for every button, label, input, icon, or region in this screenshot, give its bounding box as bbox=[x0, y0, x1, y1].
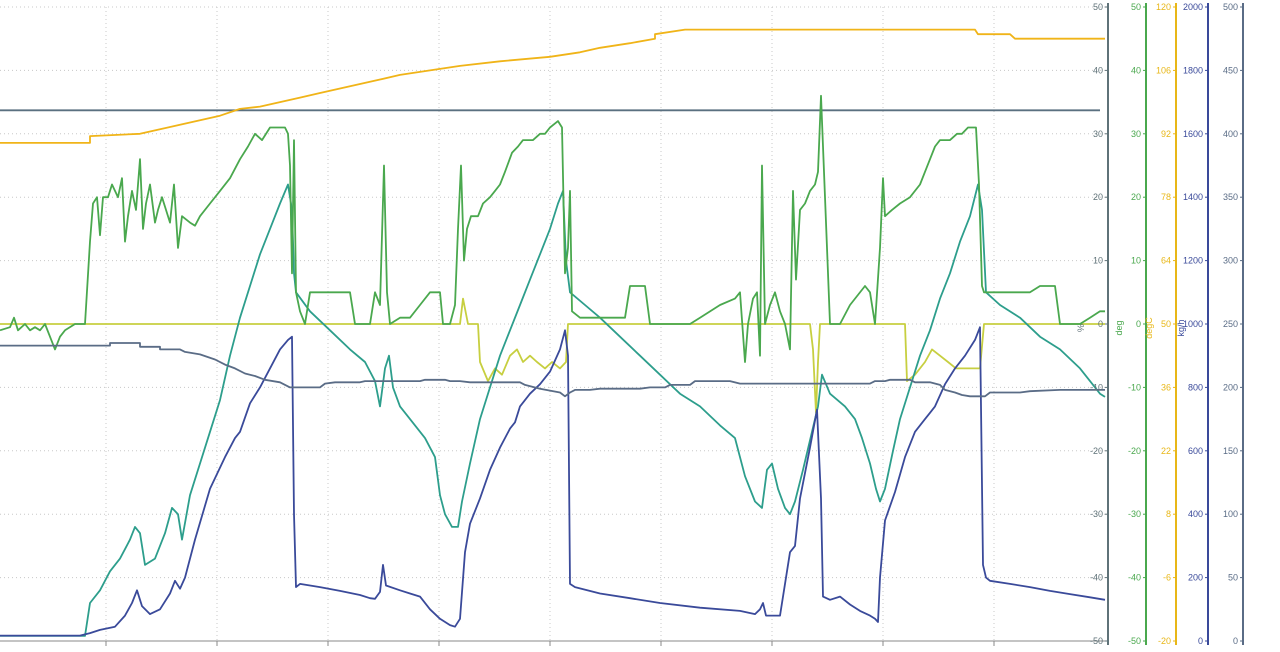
y-tick-label: 10 bbox=[1093, 256, 1103, 266]
y-tick-label: 10 bbox=[1131, 256, 1141, 266]
series-group bbox=[0, 28, 1106, 637]
y-tick-label: 0 bbox=[1233, 636, 1238, 646]
y-tick-label: 40 bbox=[1093, 65, 1103, 75]
y-tick-label: 500 bbox=[1223, 2, 1238, 12]
y-tick-label: -50 bbox=[1128, 636, 1141, 646]
y-tick-label: -30 bbox=[1128, 509, 1141, 519]
y-tick-label: 20 bbox=[1093, 192, 1103, 202]
y-tick-label: 106 bbox=[1156, 65, 1171, 75]
y-tick-label: -40 bbox=[1128, 573, 1141, 583]
y-tick-label: -20 bbox=[1158, 636, 1171, 646]
y-tick-label: 1800 bbox=[1183, 65, 1203, 75]
y-tick-label: 50 bbox=[1228, 573, 1238, 583]
y-tick-label: 92 bbox=[1161, 129, 1171, 139]
series-line-6 bbox=[0, 326, 1106, 637]
y-tick-label: 450 bbox=[1223, 65, 1238, 75]
y-tick-label: 36 bbox=[1161, 382, 1171, 392]
y-tick-label: 120 bbox=[1156, 2, 1171, 12]
y-tick-label: 1400 bbox=[1183, 192, 1203, 202]
y-tick-label: 30 bbox=[1131, 129, 1141, 139]
gridlines bbox=[0, 6, 1105, 646]
y-tick-label: 0 bbox=[1198, 636, 1203, 646]
y-tick-label: 200 bbox=[1223, 382, 1238, 392]
y-tick-label: 0 bbox=[1136, 319, 1141, 329]
y-tick-label: -20 bbox=[1128, 446, 1141, 456]
y-tick-label: -30 bbox=[1090, 509, 1103, 519]
y-tick-label: 78 bbox=[1161, 192, 1171, 202]
y-tick-label: 8 bbox=[1166, 509, 1171, 519]
y-axis-title: degC bbox=[1144, 317, 1154, 339]
y-axis-title: % bbox=[1076, 324, 1086, 332]
series-line-4 bbox=[0, 183, 1106, 637]
y-tick-label: 300 bbox=[1223, 256, 1238, 266]
y-tick-label: 1200 bbox=[1183, 256, 1203, 266]
y-tick-label: 2000 bbox=[1183, 2, 1203, 12]
y-tick-label: 40 bbox=[1131, 65, 1141, 75]
y-tick-label: 400 bbox=[1223, 129, 1238, 139]
y-tick-label: 20 bbox=[1131, 192, 1141, 202]
y-tick-label: 50 bbox=[1131, 2, 1141, 12]
series-line-7 bbox=[0, 342, 1105, 398]
y-tick-label: 100 bbox=[1223, 509, 1238, 519]
series-line-5 bbox=[0, 94, 1105, 363]
y-axis-title: deg bbox=[1114, 320, 1124, 335]
y-tick-label: 350 bbox=[1223, 192, 1238, 202]
y-tick-label: 0 bbox=[1098, 319, 1103, 329]
y-tick-label: -20 bbox=[1090, 446, 1103, 456]
y-tick-label: 30 bbox=[1093, 129, 1103, 139]
y-tick-label: -10 bbox=[1090, 382, 1103, 392]
y-tick-label: 50 bbox=[1161, 319, 1171, 329]
y-tick-label: -40 bbox=[1090, 573, 1103, 583]
y-tick-label: 800 bbox=[1188, 382, 1203, 392]
y-tick-label: 1000 bbox=[1183, 319, 1203, 329]
y-tick-label: 250 bbox=[1223, 319, 1238, 329]
y-tick-label: 200 bbox=[1188, 573, 1203, 583]
y-tick-label: -10 bbox=[1128, 382, 1141, 392]
y-tick-label: 50 bbox=[1093, 2, 1103, 12]
y-tick-label: -50 bbox=[1090, 636, 1103, 646]
y-tick-label: -6 bbox=[1163, 573, 1171, 583]
y-tick-label: 150 bbox=[1223, 446, 1238, 456]
y-tick-label: 600 bbox=[1188, 446, 1203, 456]
y-axis-title: kg/h bbox=[1176, 319, 1186, 336]
y-tick-label: 64 bbox=[1161, 256, 1171, 266]
series-line-2 bbox=[0, 28, 1105, 144]
y-tick-label: 400 bbox=[1188, 509, 1203, 519]
y-tick-label: 22 bbox=[1161, 446, 1171, 456]
axes-group: 50403020100-10-20-30-40-50%50403020100-1… bbox=[1076, 2, 1244, 646]
y-tick-label: 1600 bbox=[1183, 129, 1203, 139]
